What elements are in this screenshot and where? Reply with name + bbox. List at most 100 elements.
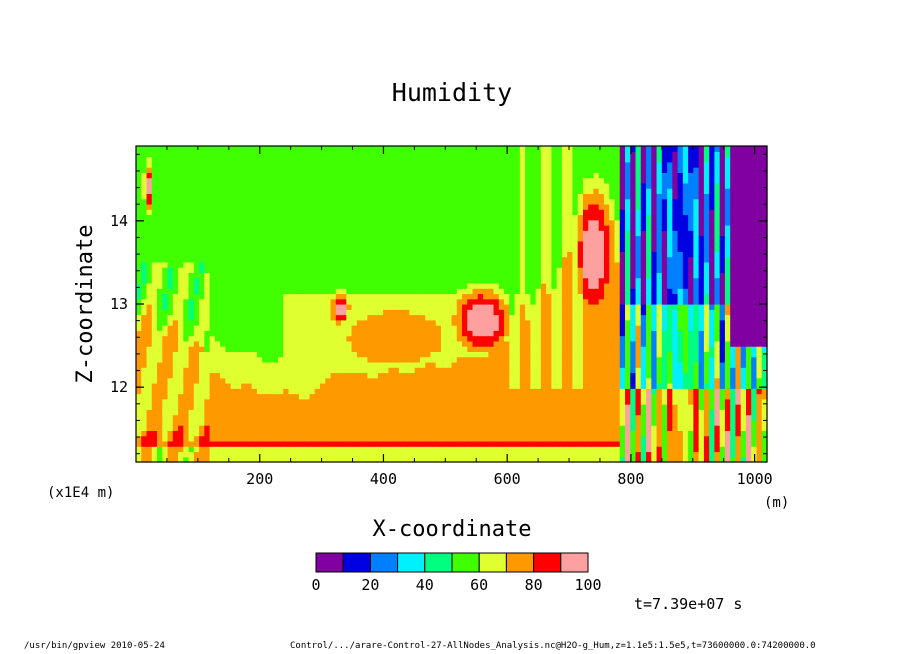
heatmap-cell — [404, 161, 411, 168]
heatmap-cell — [388, 219, 395, 226]
heatmap-cell — [267, 288, 274, 295]
heatmap-cell — [193, 172, 200, 179]
heatmap-cell — [199, 309, 205, 316]
heatmap-cell — [209, 240, 216, 247]
heatmap-cell — [172, 325, 179, 331]
heatmap-cell — [425, 267, 432, 273]
heatmap-cell — [136, 330, 142, 337]
heatmap-cell — [367, 267, 374, 273]
heatmap-cell — [193, 251, 200, 258]
heatmap-cell — [409, 414, 416, 421]
heatmap-cell — [251, 304, 258, 310]
heatmap-cell — [230, 304, 237, 310]
heatmap-cell — [356, 256, 363, 263]
heatmap-cell — [419, 156, 426, 163]
heatmap-cell — [535, 440, 542, 447]
heatmap-cell — [225, 235, 232, 242]
heatmap-cell — [446, 325, 453, 331]
heatmap-cell — [525, 161, 531, 168]
heatmap-cell — [230, 182, 237, 189]
heatmap-cell — [556, 146, 563, 152]
heatmap-cell — [409, 193, 416, 200]
heatmap-cell — [519, 225, 526, 231]
heatmap-cell — [267, 304, 274, 310]
heatmap-cell — [519, 398, 526, 405]
heatmap-cell — [172, 419, 179, 426]
heatmap-cell — [556, 440, 563, 447]
heatmap-cell — [330, 214, 337, 221]
heatmap-cell — [425, 182, 432, 189]
heatmap-cell — [362, 240, 368, 247]
heatmap-cell — [425, 319, 432, 326]
heatmap-cell — [377, 146, 384, 152]
heatmap-cell — [157, 335, 163, 342]
heatmap-cell — [141, 419, 148, 426]
heatmap-cell — [251, 346, 258, 352]
heatmap-cell — [272, 435, 279, 442]
heatmap-cell — [288, 235, 295, 242]
heatmap-cell — [467, 177, 474, 184]
heatmap-cell — [267, 177, 274, 184]
heatmap-cell — [183, 230, 190, 237]
heatmap-cell — [157, 304, 163, 310]
heatmap-cell — [193, 288, 200, 295]
heatmap-cell — [183, 435, 190, 442]
heatmap-cell — [346, 209, 353, 216]
heatmap-cell — [519, 219, 526, 226]
heatmap-cell — [383, 219, 389, 226]
heatmap-cell — [172, 246, 179, 252]
heatmap-cell — [193, 304, 200, 310]
heatmap-cell — [430, 430, 437, 437]
heatmap-cell — [467, 161, 474, 168]
heatmap-cell — [567, 446, 574, 453]
heatmap-cell — [551, 151, 558, 158]
heatmap-cell — [530, 293, 537, 300]
heatmap-cell — [425, 414, 432, 421]
heatmap-cell — [430, 425, 437, 431]
heatmap-cell — [193, 256, 200, 263]
heatmap-cell — [262, 330, 269, 337]
heatmap-cell — [451, 388, 458, 395]
heatmap-cell — [241, 209, 248, 216]
heatmap-cell — [341, 393, 347, 400]
heatmap-cell — [535, 230, 542, 237]
heatmap-cell — [451, 304, 458, 310]
heatmap-cell — [519, 351, 526, 358]
heatmap-cell — [398, 151, 405, 158]
heatmap-cell — [425, 214, 432, 221]
heatmap-cell — [251, 451, 258, 458]
heatmap-cell — [451, 251, 458, 258]
heatmap-cell — [540, 256, 547, 263]
heatmap-cell — [435, 156, 442, 163]
heatmap-cell — [214, 393, 221, 400]
heatmap-cell — [314, 240, 321, 247]
heatmap-cell — [398, 325, 405, 331]
heatmap-cell — [525, 261, 531, 268]
heatmap-cell — [188, 256, 195, 263]
heatmap-cell — [472, 446, 479, 453]
heatmap-cell — [172, 214, 179, 221]
heatmap-cell — [440, 240, 447, 247]
heatmap-cell — [225, 188, 232, 194]
heatmap-cell — [188, 188, 195, 194]
heatmap-cell — [241, 282, 248, 289]
heatmap-cell — [293, 156, 300, 163]
heatmap-cell — [498, 256, 505, 263]
heatmap-cell — [561, 388, 568, 395]
heatmap-cell — [498, 146, 505, 152]
heatmap-cell — [225, 388, 232, 395]
heatmap-cell — [157, 288, 163, 295]
heatmap-cell — [178, 372, 184, 379]
heatmap-cell — [225, 282, 232, 289]
heatmap-cell — [188, 277, 195, 284]
heatmap-cell — [262, 256, 269, 263]
heatmap-cell — [530, 446, 537, 453]
heatmap-cell — [204, 161, 211, 168]
heatmap-cell — [183, 304, 190, 310]
heatmap-cell — [388, 451, 395, 458]
heatmap-cell — [351, 240, 358, 247]
heatmap-cell — [314, 446, 321, 453]
heatmap-cell — [409, 330, 416, 337]
heatmap-cell — [551, 372, 558, 379]
heatmap-cell — [356, 309, 363, 316]
